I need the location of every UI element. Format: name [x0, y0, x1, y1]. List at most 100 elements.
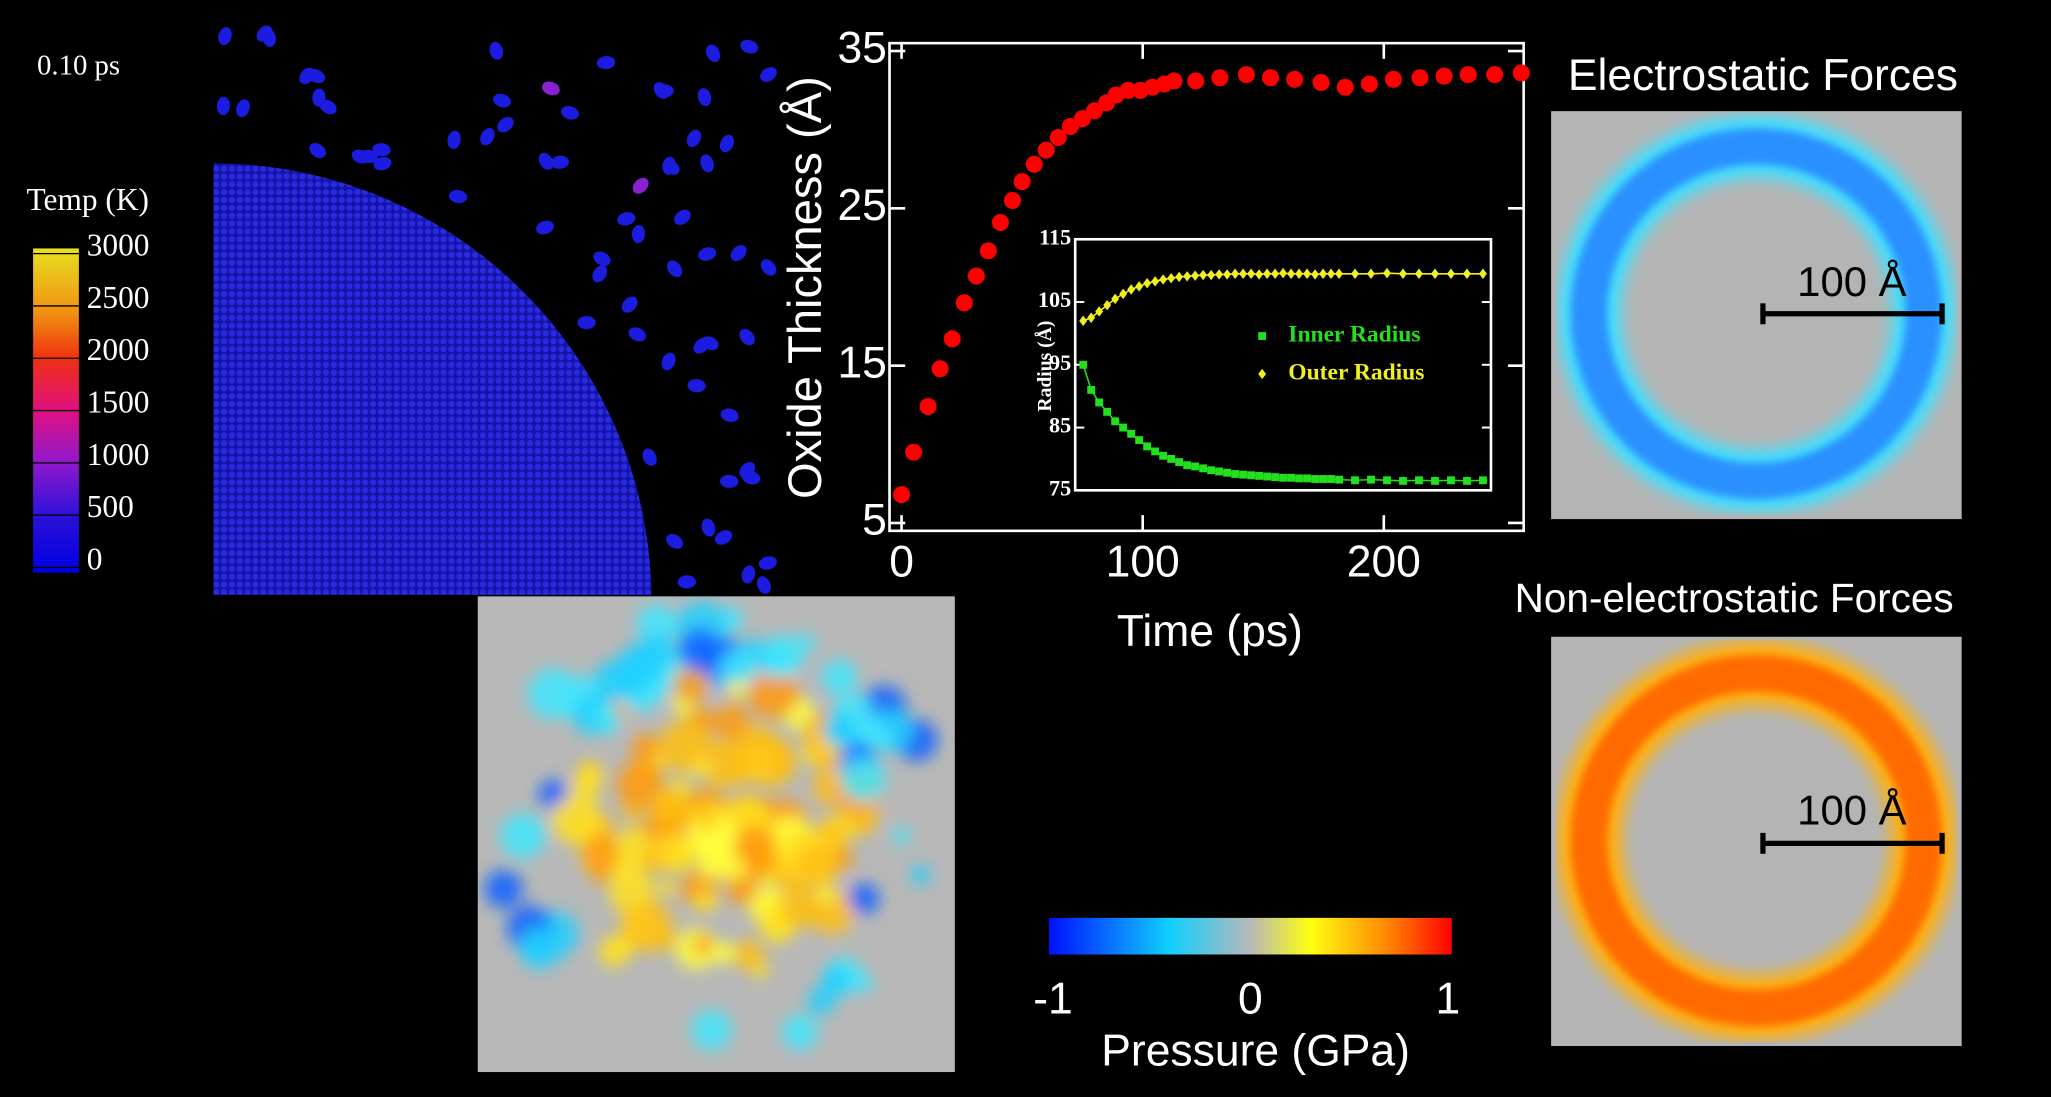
pressure-blob [698, 811, 718, 832]
gas-molecule [719, 134, 735, 153]
data-point [1303, 474, 1311, 483]
gas-molecule [698, 247, 717, 261]
data-point [1367, 475, 1375, 484]
y-tick-label: 95 [1049, 350, 1071, 375]
y-tick-label: 25 [837, 181, 886, 230]
data-point [1327, 475, 1335, 483]
data-point [943, 330, 961, 348]
colorbar-tick-label: 2500 [87, 280, 150, 315]
data-point [1207, 269, 1216, 281]
gas-molecule [730, 245, 747, 262]
data-point [1279, 267, 1288, 279]
gas-molecule [262, 28, 276, 48]
map-title: Electrostatic Forces [1568, 51, 1958, 100]
gas-molecule [714, 530, 733, 545]
gas-molecule [632, 177, 649, 194]
gas-molecule [674, 209, 691, 225]
data-point [1411, 69, 1429, 87]
colorbar-tick-label: 1 [1435, 974, 1460, 1023]
data-point [1351, 476, 1359, 485]
colorbar-title: Temp (K) [27, 182, 149, 217]
x-tick-label: 0 [889, 538, 914, 587]
colorbar-tick-label: 0 [87, 541, 103, 576]
pressure-blob [650, 788, 689, 827]
scale-label: 100 Å [1797, 786, 1906, 833]
data-point [1215, 467, 1224, 476]
gas-molecule [493, 93, 511, 108]
data-point [1479, 268, 1487, 280]
gas-molecule [218, 27, 232, 46]
pressure-blob [798, 633, 816, 651]
data-point [1223, 468, 1232, 477]
data-point [1103, 299, 1112, 311]
pressure-blob [484, 869, 523, 909]
data-point [1435, 67, 1453, 85]
data-point [1263, 268, 1272, 280]
colorbar-tick-label: -1 [1033, 974, 1073, 1023]
gas-molecule [686, 129, 702, 148]
data-point [1271, 473, 1280, 482]
pressure-blob [671, 777, 691, 797]
gas-molecule [617, 212, 636, 226]
data-point [1159, 451, 1168, 460]
pressure-blob [571, 774, 601, 804]
data-point [1237, 66, 1255, 84]
data-point [1079, 315, 1088, 327]
data-point [1127, 429, 1136, 438]
gas-molecule [628, 327, 647, 342]
data-point [1103, 407, 1112, 416]
gas-molecule [760, 259, 777, 276]
legend-marker [1258, 368, 1267, 380]
data-point [919, 398, 937, 416]
data-point [991, 213, 1009, 231]
data-point [1367, 268, 1375, 280]
gas-molecule [538, 152, 554, 170]
data-point [1415, 476, 1423, 485]
gas-molecule [720, 474, 739, 488]
data-point [1087, 312, 1096, 323]
pressure-blob [712, 941, 735, 964]
y-tick-label: 115 [1039, 224, 1071, 249]
x-tick-label: 100 [1106, 538, 1180, 587]
y-tick-label: 85 [1049, 413, 1071, 438]
pressure-blob [615, 760, 664, 809]
data-point [1231, 470, 1240, 478]
legend-label: Outer Radius [1288, 359, 1424, 385]
data-point [1336, 78, 1354, 96]
data-point [1360, 75, 1378, 93]
pressure-blob [761, 634, 805, 678]
data-point [1143, 442, 1152, 451]
data-point [1512, 64, 1530, 82]
pressure-blob [658, 879, 676, 897]
gas-molecule [351, 149, 370, 164]
data-point [905, 443, 923, 461]
pressure-blob [778, 885, 822, 929]
data-point [1151, 447, 1160, 456]
gas-molecule [541, 81, 560, 96]
pressure-blob [636, 604, 677, 645]
gas-molecule [631, 224, 646, 244]
gas-molecule [697, 88, 712, 107]
data-point [1187, 72, 1205, 90]
y-axis-title: Radius (Å) [1035, 321, 1056, 412]
gas-molecule [739, 461, 756, 479]
colorbar-tick-label: 2000 [87, 332, 150, 367]
data-point [893, 486, 911, 504]
y-axis-title: Oxide Thickness (Å) [778, 76, 831, 499]
data-point [1215, 269, 1224, 280]
gas-molecule [701, 518, 716, 537]
data-point [1263, 472, 1272, 481]
data-point [979, 242, 997, 260]
gas-molecule [720, 408, 739, 422]
data-point [1459, 66, 1477, 84]
gas-molecule [307, 68, 326, 84]
time-label: 0.10 ps [37, 50, 120, 82]
colorbar-tick-label: 1500 [87, 385, 150, 420]
pressure-blob [713, 703, 750, 739]
data-point [1311, 475, 1319, 483]
pressure-blob [598, 936, 630, 968]
data-point [1335, 475, 1343, 484]
data-point [1175, 458, 1184, 466]
gas-molecule [447, 130, 461, 149]
data-point [1183, 271, 1192, 282]
